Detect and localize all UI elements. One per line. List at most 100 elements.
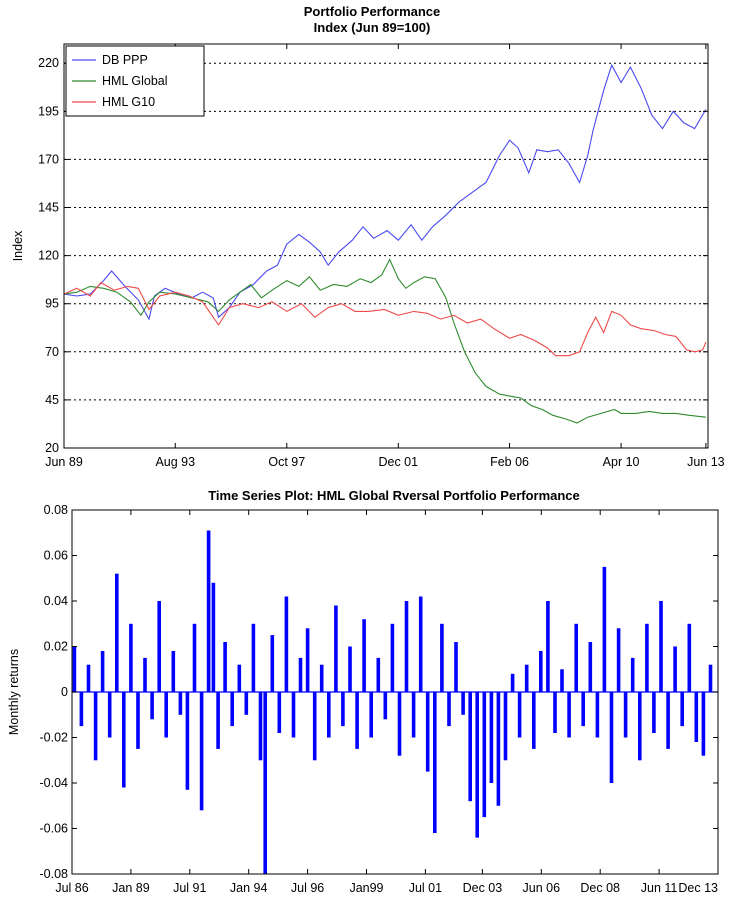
y-tick-label: 120 — [38, 249, 59, 263]
y-tick-label: 70 — [45, 345, 59, 359]
bar — [616, 628, 621, 692]
bar — [560, 669, 564, 693]
legend-label: HML Global — [102, 74, 168, 88]
x-tick-label: Jan 89 — [112, 881, 150, 895]
x-tick-label: Jun 89 — [45, 455, 83, 469]
y-tick-label: 45 — [45, 393, 59, 407]
bar — [136, 692, 140, 749]
x-tick-label: Jan99 — [349, 881, 383, 895]
bar — [157, 601, 161, 692]
bar — [609, 692, 614, 783]
bar — [517, 692, 522, 738]
bar — [440, 623, 444, 693]
bar — [223, 642, 227, 692]
bar — [216, 692, 220, 749]
bar — [251, 623, 256, 693]
bar — [595, 692, 600, 738]
y-axis-label: Index — [11, 230, 25, 261]
bar — [652, 692, 656, 733]
bar — [334, 605, 338, 692]
bar — [588, 642, 593, 692]
bar — [362, 619, 366, 692]
y-tick-label: 170 — [38, 152, 59, 166]
bar — [475, 692, 479, 838]
x-tick-label: Dec 01 — [378, 455, 418, 469]
bar — [659, 601, 663, 692]
bar — [567, 692, 571, 738]
bar — [708, 664, 713, 692]
bar — [397, 692, 402, 756]
bar — [383, 692, 388, 720]
bar — [425, 692, 430, 772]
series-line-hml-g10 — [63, 281, 707, 357]
bar — [199, 692, 204, 811]
x-tick-label: Jun 13 — [687, 455, 725, 469]
bar — [237, 664, 242, 692]
y-tick-label: 0.08 — [44, 503, 68, 517]
bar — [298, 657, 303, 692]
bar — [539, 651, 543, 692]
x-tick-label: Aug 93 — [155, 455, 195, 469]
bar — [673, 646, 677, 692]
bar — [178, 692, 183, 715]
y-tick-label: 0 — [61, 685, 68, 699]
y-tick-label: 20 — [45, 441, 59, 455]
y-tick-label: -0.04 — [40, 776, 69, 790]
bar — [503, 692, 508, 761]
legend-label: DB PPP — [102, 53, 148, 67]
x-tick-label: Jul 96 — [291, 881, 324, 895]
bar — [93, 692, 98, 761]
bar — [461, 692, 465, 715]
x-tick-label: Jul 91 — [173, 881, 206, 895]
bar — [468, 692, 472, 802]
x-tick-label: Jul 01 — [409, 881, 442, 895]
bar — [574, 623, 578, 693]
bar — [623, 692, 628, 738]
bar — [553, 692, 557, 733]
bar — [482, 692, 487, 818]
bar — [284, 596, 289, 692]
plot-frame — [63, 43, 709, 449]
x-tick-label: Jan 94 — [230, 881, 268, 895]
bar — [100, 651, 105, 692]
chart-title: Portfolio Performance — [304, 4, 441, 19]
bar — [185, 692, 190, 790]
x-tick-label: Jun 11 — [641, 881, 678, 895]
chart-subtitle: Index (Jun 89=100) — [314, 20, 431, 35]
bar — [244, 692, 249, 715]
y-tick-label: 95 — [45, 297, 59, 311]
y-tick-label: -0.08 — [40, 867, 69, 881]
bar — [143, 657, 147, 692]
bar — [164, 692, 168, 738]
bar — [390, 623, 395, 693]
bar — [447, 692, 451, 727]
bar — [263, 692, 267, 874]
bar — [411, 692, 416, 738]
bar — [630, 657, 635, 692]
chart-title: Time Series Plot: HML Global Rversal Por… — [208, 488, 580, 503]
bar — [581, 692, 585, 727]
y-tick-label: 0.02 — [44, 640, 68, 654]
x-tick-label: Jul 86 — [55, 881, 88, 895]
bar — [192, 623, 197, 693]
bar — [327, 692, 331, 738]
bar — [150, 692, 154, 720]
bar — [107, 692, 112, 738]
bar — [211, 582, 216, 692]
bar — [524, 664, 529, 692]
bar — [291, 692, 296, 738]
x-tick-label: Dec 08 — [580, 881, 620, 895]
bar — [312, 692, 317, 761]
x-tick-label: Dec 13 — [678, 881, 718, 895]
bar — [404, 601, 409, 692]
bar — [666, 692, 670, 749]
legend-label: HML G10 — [102, 95, 155, 109]
bar — [496, 692, 501, 806]
bar — [206, 530, 211, 692]
bar — [270, 635, 275, 692]
bar — [546, 601, 550, 692]
bar — [348, 646, 352, 692]
x-tick-label: Feb 06 — [490, 455, 529, 469]
bar — [687, 623, 692, 693]
bar — [454, 642, 458, 692]
